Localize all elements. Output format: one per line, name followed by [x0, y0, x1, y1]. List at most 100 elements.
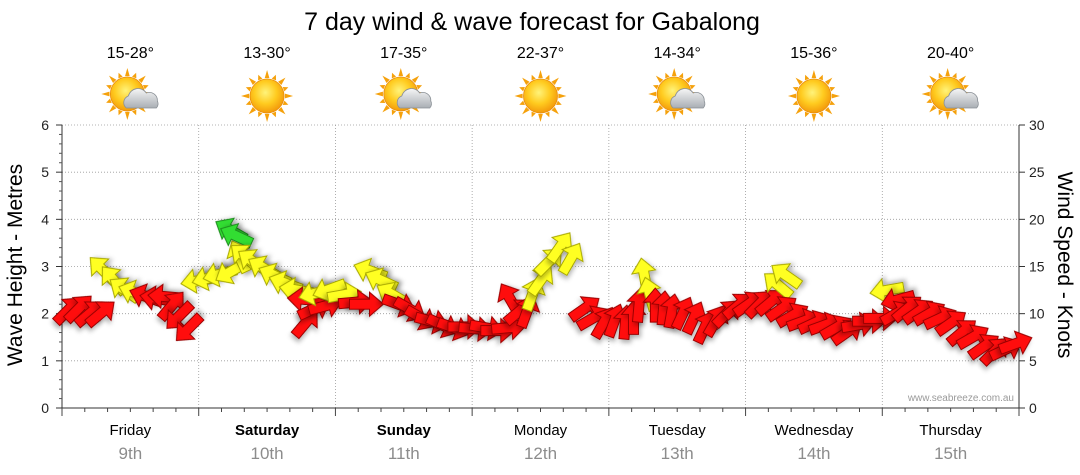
date-label: 10th	[251, 444, 284, 463]
wind-arrow	[771, 263, 804, 290]
date-label: 11th	[388, 444, 420, 463]
partly-cloudy-icon	[921, 68, 979, 120]
cloud-icon	[396, 88, 432, 109]
sun-ray	[804, 111, 810, 118]
sun-ray	[271, 111, 277, 118]
sun-ray	[829, 100, 836, 105]
wind-arrow	[175, 312, 205, 342]
sun-ray	[963, 85, 969, 90]
temp-range: 15-28°	[107, 45, 154, 62]
sun-ray	[795, 106, 803, 115]
wind-arrow	[997, 330, 1033, 356]
sun-ray	[945, 68, 950, 77]
wind-arrow	[84, 301, 115, 329]
sun-ray	[282, 100, 289, 105]
sun-ray	[245, 87, 252, 92]
sun-ray	[665, 109, 670, 116]
sun-ray	[958, 75, 967, 84]
sun-ray	[118, 109, 123, 116]
sun-ray	[245, 100, 252, 105]
left-tick-label: 4	[41, 211, 49, 227]
left-axis-label: Wave Height - Metres	[4, 164, 27, 366]
sun-ray	[284, 93, 294, 99]
sun-ray	[416, 85, 423, 90]
sun-ray	[556, 100, 562, 105]
sun-ray	[519, 87, 525, 92]
temp-range: 22-37°	[517, 45, 564, 62]
sun-icon	[787, 70, 840, 122]
sun-ray	[926, 98, 933, 103]
sun-ray	[278, 106, 286, 115]
sun-ray	[391, 72, 397, 79]
sun-ray	[792, 87, 799, 92]
sun-ray	[671, 111, 677, 120]
sun-ray	[829, 87, 836, 92]
date-label: 15th	[934, 444, 967, 463]
right-tick-label: 0	[1029, 400, 1037, 416]
sun-ray	[391, 109, 397, 116]
right-tick-label: 15	[1029, 259, 1045, 275]
sun-ray	[671, 68, 677, 77]
sun-ray	[545, 111, 550, 118]
sun-ray	[264, 113, 270, 122]
wind-arrow	[219, 222, 255, 249]
cloud-icon	[943, 88, 979, 109]
sun-ray	[522, 77, 530, 86]
cloud-icon	[123, 88, 159, 109]
sun-ray	[804, 74, 810, 81]
sun-ray	[108, 75, 117, 84]
temp-range: 20-40°	[927, 45, 974, 62]
sun-ray	[101, 91, 110, 97]
sun-ray	[545, 74, 550, 81]
sun-ray	[282, 87, 289, 92]
sun-ray	[264, 70, 270, 79]
sun-ray	[818, 111, 823, 118]
sun-ray	[374, 91, 383, 97]
sun-ray	[952, 109, 957, 116]
sun-ray	[792, 100, 799, 105]
sun-ray	[824, 106, 833, 115]
sun-ray	[108, 104, 117, 113]
left-tick-label: 5	[41, 164, 49, 180]
sun-ray	[811, 113, 817, 122]
sun-ray	[106, 85, 112, 90]
sun-ray	[648, 91, 657, 97]
sun-ray	[929, 104, 937, 113]
sun-ray	[132, 72, 137, 79]
sun-disc	[523, 78, 558, 114]
sun-ray	[411, 75, 420, 84]
sun-ray	[522, 106, 530, 115]
sun-ray	[106, 98, 112, 103]
temp-range: 15-36°	[790, 45, 837, 62]
sun-ray	[921, 91, 930, 97]
sun-ray	[531, 74, 536, 81]
sun-ray	[945, 111, 950, 120]
sun-ray	[379, 98, 386, 103]
sun-ray	[514, 93, 523, 99]
sun-ray	[685, 75, 693, 84]
sun-ray	[241, 93, 250, 99]
left-tick-label: 0	[41, 400, 49, 416]
sun-ray	[248, 106, 257, 115]
wind-arrow	[526, 265, 554, 298]
sun-ray	[538, 113, 543, 122]
sun-ray	[125, 111, 130, 120]
sun-ray	[248, 77, 257, 86]
sun-icon	[241, 70, 294, 122]
sun-ray	[556, 87, 562, 92]
sun-ray	[655, 104, 664, 113]
date-label: 9th	[119, 444, 143, 463]
sun-icon	[514, 70, 567, 122]
day-label: Sunday	[377, 422, 432, 439]
sun-ray	[652, 85, 659, 90]
cloud-icon	[670, 88, 706, 109]
left-tick-label: 1	[41, 353, 49, 369]
sun-ray	[938, 72, 943, 79]
left-tick-label: 3	[41, 259, 49, 275]
sun-ray	[142, 85, 149, 90]
sun-ray	[824, 77, 833, 86]
sun-ray	[551, 77, 559, 86]
sun-ray	[811, 70, 817, 79]
sun-ray	[678, 109, 684, 116]
